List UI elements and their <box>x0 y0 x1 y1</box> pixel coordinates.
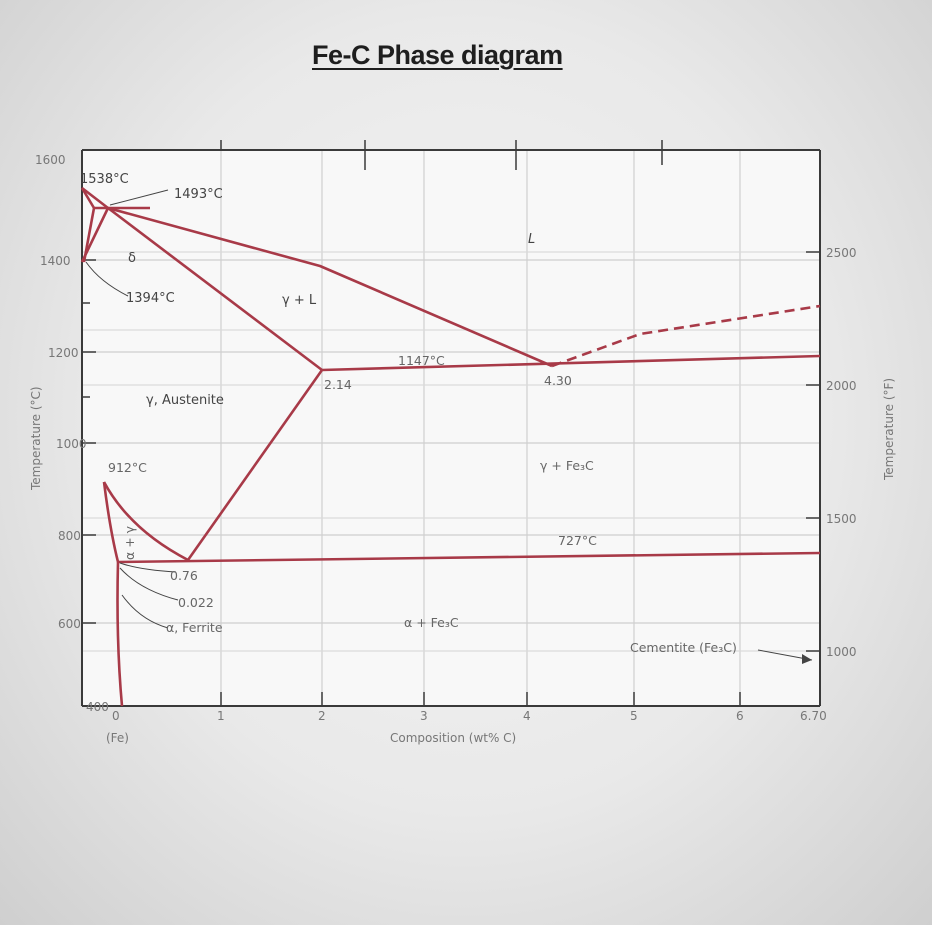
label-alpha-fe3c: α + Fe₃C <box>404 615 459 630</box>
bottom-axis-ticks <box>220 692 741 706</box>
label-214: 2.14 <box>324 377 352 392</box>
top-axis-ticks <box>220 140 663 170</box>
leader-076 <box>119 562 177 573</box>
y-axis-left-title: Temperature (°C) <box>29 386 43 491</box>
label-912: 912°C <box>108 460 147 475</box>
cementite-arrow <box>802 654 812 664</box>
label-delta: δ <box>128 251 136 266</box>
label-alpha-gamma: α + γ <box>122 525 137 560</box>
phase-region-labels: δ L γ + L γ, Austenite γ + Fe₃C α + Fe₃C… <box>122 232 737 655</box>
tick-1200: 1200 <box>48 346 79 360</box>
label-1493: 1493°C <box>174 187 223 202</box>
alpha-gamma-boundary <box>102 481 120 563</box>
liquidus-line <box>81 186 553 368</box>
tick-600: 600 <box>58 617 81 631</box>
leader-0022 <box>119 567 179 601</box>
austenite-solidus <box>107 206 323 372</box>
tick-x-3: 3 <box>420 709 428 723</box>
right-axis-ticks <box>806 251 820 652</box>
label-ferrite: α, Ferrite <box>166 620 223 635</box>
tick-x-6: 6 <box>736 709 744 723</box>
leader-1394 <box>85 261 129 297</box>
tick-x-2: 2 <box>318 709 326 723</box>
tick-800: 800 <box>58 529 81 543</box>
a3-line <box>102 481 189 562</box>
plot-background <box>82 150 820 706</box>
tick-1000: 1000 <box>56 437 87 451</box>
label-liquid: L <box>528 232 535 247</box>
tick-x-4: 4 <box>523 709 531 723</box>
bottom-axis-labels: 0 1 2 3 4 5 6 6.70 (Fe) <box>106 709 827 745</box>
label-727: 727°C <box>558 533 597 548</box>
left-axis-labels: 1600 1400 1200 1000 800 600 400 <box>35 153 109 714</box>
label-0022: 0.022 <box>178 595 214 610</box>
left-axis-ticks <box>82 259 96 624</box>
label-gamma-fe3c: γ + Fe₃C <box>540 458 594 473</box>
tick-2500F: 2500 <box>826 246 857 260</box>
label-austenite: γ, Austenite <box>146 393 224 408</box>
tick-1500F: 1500 <box>826 512 857 526</box>
delta-gamma-lower <box>80 207 110 263</box>
acm-line <box>186 369 324 561</box>
ferrite-solvus <box>116 561 124 707</box>
tick-2000F: 2000 <box>826 379 857 393</box>
label-gamma-l: γ + L <box>282 293 317 308</box>
label-430: 4.30 <box>544 373 572 388</box>
liquidus-cementite-dashed <box>551 304 821 368</box>
phase-boundaries <box>80 186 821 707</box>
y-axis-right-title: Temperature (°F) <box>882 378 896 481</box>
tick-400: 400 <box>86 700 109 714</box>
right-axis-labels: 2500 2000 1500 1000 <box>826 246 857 659</box>
leader-1493 <box>109 189 169 206</box>
label-1394: 1394°C <box>126 291 175 306</box>
delta-solidus <box>80 187 96 209</box>
eutectic-line <box>321 354 821 372</box>
tick-x-0: 0 <box>112 709 120 723</box>
label-1538: 1538°C <box>80 172 129 187</box>
tick-x-670: 6.70 <box>800 709 827 723</box>
tick-x-5: 5 <box>630 709 638 723</box>
x-sub-label-fe: (Fe) <box>106 731 129 745</box>
tick-1000F: 1000 <box>826 645 857 659</box>
vertical-grid <box>220 150 741 706</box>
x-axis-title: Composition (wt% C) <box>390 731 516 745</box>
leader-ferrite <box>121 594 169 629</box>
label-cementite: Cementite (Fe₃C) <box>630 640 737 655</box>
tick-1400: 1400 <box>40 254 71 268</box>
label-1147: 1147°C <box>398 353 445 368</box>
diagram-title: Fe-C Phase diagram <box>312 40 563 70</box>
eutectoid-line <box>117 551 821 564</box>
axes <box>81 149 821 707</box>
point-labels: 1538°C 1493°C 1394°C 1147°C 912°C 727°C … <box>80 172 597 610</box>
label-076: 0.76 <box>170 568 198 583</box>
plot-area <box>82 150 820 706</box>
tick-x-1: 1 <box>217 709 225 723</box>
tick-1600: 1600 <box>35 153 66 167</box>
